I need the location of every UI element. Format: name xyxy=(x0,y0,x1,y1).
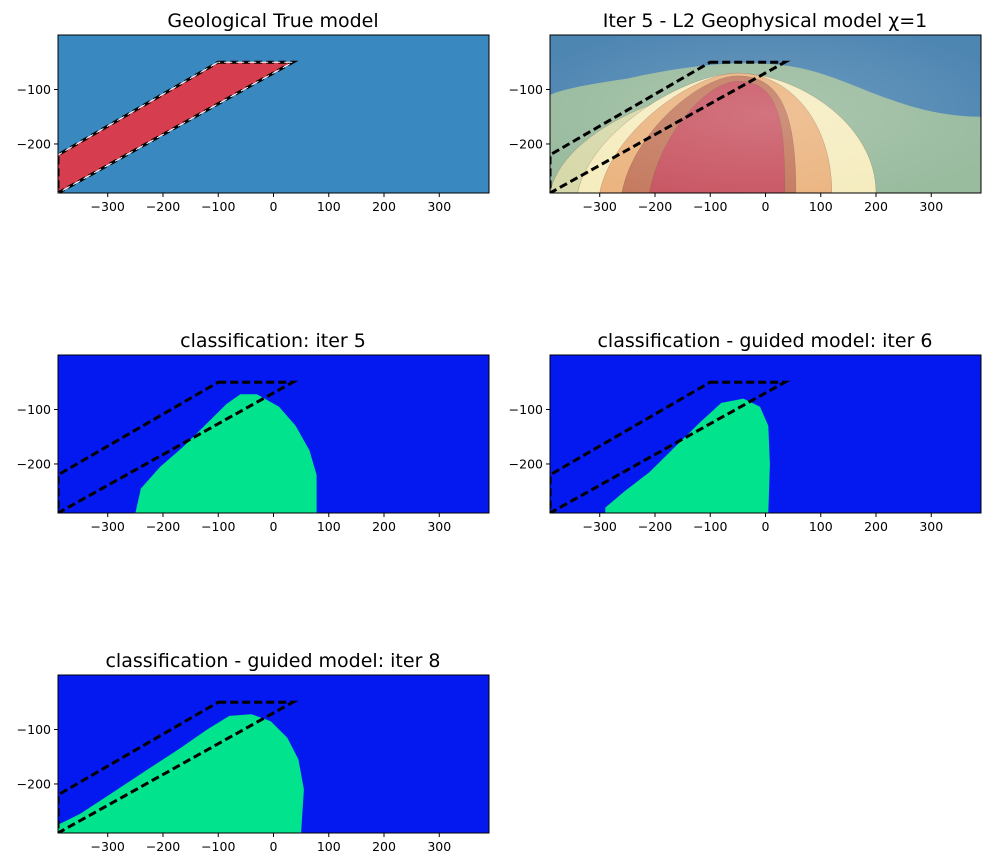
x-tick-label: 300 xyxy=(427,199,451,214)
x-tick-label: 300 xyxy=(427,839,451,854)
plot-area xyxy=(58,675,489,833)
x-tick-label: 100 xyxy=(317,199,341,214)
x-tick-label: 100 xyxy=(809,199,833,214)
x-tick-label: 0 xyxy=(762,519,770,534)
x-tick-label: −200 xyxy=(146,839,180,854)
panel-title: classification - guided model: iter 6 xyxy=(597,330,932,352)
classified-body xyxy=(135,394,317,513)
true-dike-outline xyxy=(550,380,791,513)
x-tick-label: −300 xyxy=(91,839,125,854)
x-tick-label: 0 xyxy=(270,519,278,534)
panel-guided-model-iter-6: classification - guided model: iter 6 −3… xyxy=(509,330,982,534)
x-tick-label: −300 xyxy=(91,519,125,534)
y-tick-label: −100 xyxy=(509,82,543,97)
x-tick-label: −300 xyxy=(583,519,617,534)
panel-title: classification - guided model: iter 8 xyxy=(105,650,440,672)
x-tick-label: 200 xyxy=(864,199,888,214)
true-dike-outline xyxy=(58,380,299,513)
panel-title: classification: iter 5 xyxy=(180,330,366,352)
axis-ticks: −300 −200 −100 0 100 200 300 −100 −200 xyxy=(509,82,944,214)
y-tick-label: −200 xyxy=(17,776,51,791)
panel-title: Iter 5 - L2 Geophysical model χ=1 xyxy=(603,10,927,32)
x-tick-label: −100 xyxy=(201,839,235,854)
plot-area xyxy=(58,355,489,513)
axis-ticks: −300 −200 −100 0 100 200 300 −100 −200 xyxy=(17,82,452,214)
plot-area xyxy=(58,35,489,193)
x-tick-label: 100 xyxy=(317,839,341,854)
x-tick-label: 0 xyxy=(270,199,278,214)
panel-classification-iter-5: classification: iter 5 −300 −200 −100 0 100 2… xyxy=(17,330,490,534)
x-tick-label: −200 xyxy=(146,199,180,214)
x-tick-label: 300 xyxy=(919,519,943,534)
x-tick-label: −300 xyxy=(91,199,125,214)
true-dike-outline-highlight xyxy=(58,61,295,193)
x-tick-label: 100 xyxy=(809,519,833,534)
y-tick-label: −100 xyxy=(17,402,51,417)
plot-area xyxy=(550,35,981,193)
panel-geological-true-model: Geological True model −300 −200 −100 0 100 20… xyxy=(17,10,490,214)
true-dike-outline xyxy=(58,700,299,833)
true-dike-outline xyxy=(550,60,791,193)
panel-title: Geological True model xyxy=(167,10,378,32)
x-tick-label: −200 xyxy=(146,519,180,534)
axis-ticks: −300 −200 −100 0 100 200 300 −100 −200 xyxy=(17,402,452,534)
x-tick-label: 0 xyxy=(762,199,770,214)
y-tick-label: −200 xyxy=(17,136,51,151)
x-tick-label: 0 xyxy=(270,839,278,854)
panel-l2-geophysical-model: Iter 5 - L2 Geophysical model χ=1 −300 −2… xyxy=(509,10,982,214)
x-tick-label: 200 xyxy=(372,199,396,214)
y-tick-label: −100 xyxy=(509,402,543,417)
x-tick-label: −100 xyxy=(693,199,727,214)
shading-overlay xyxy=(550,35,981,193)
x-tick-label: 300 xyxy=(919,199,943,214)
axis-ticks: −300 −200 −100 0 100 200 300 −100 −200 xyxy=(509,402,944,534)
x-tick-label: 200 xyxy=(864,519,888,534)
y-tick-label: −200 xyxy=(509,456,543,471)
x-tick-label: −100 xyxy=(201,519,235,534)
background-unit xyxy=(58,35,489,193)
plot-area xyxy=(550,355,981,513)
x-tick-label: −100 xyxy=(693,519,727,534)
x-tick-label: −200 xyxy=(638,199,672,214)
classified-body xyxy=(58,714,304,833)
x-tick-label: 300 xyxy=(427,519,451,534)
x-tick-label: 200 xyxy=(372,839,396,854)
y-tick-label: −100 xyxy=(17,82,51,97)
x-tick-label: −300 xyxy=(583,199,617,214)
x-tick-label: −100 xyxy=(201,199,235,214)
y-tick-label: −100 xyxy=(17,722,51,737)
y-tick-label: −200 xyxy=(509,136,543,151)
x-tick-label: −200 xyxy=(638,519,672,534)
panel-guided-model-iter-8: classification - guided model: iter 8 −3… xyxy=(17,650,490,854)
x-tick-label: 200 xyxy=(372,519,396,534)
x-tick-label: 100 xyxy=(317,519,341,534)
y-tick-label: −200 xyxy=(17,456,51,471)
classified-body xyxy=(605,398,770,513)
axis-ticks: −300 −200 −100 0 100 200 300 −100 −200 xyxy=(17,722,452,854)
